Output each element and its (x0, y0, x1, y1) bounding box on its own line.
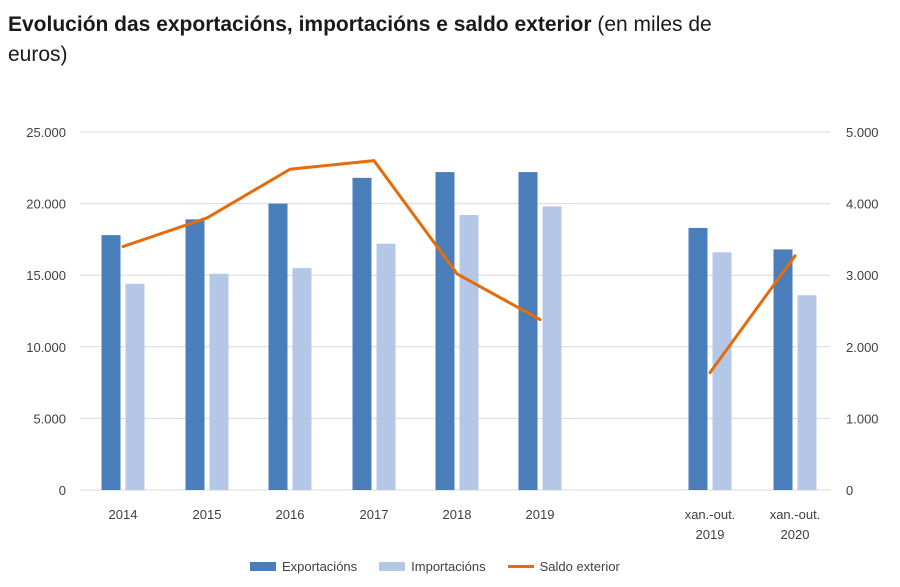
bar-exportacions (101, 235, 121, 490)
bar-importacions (459, 215, 479, 490)
legend-item-saldo: Saldo exterior (507, 558, 620, 574)
bar-exportacions (435, 172, 455, 490)
line-saldo-exterior (121, 159, 542, 322)
bar-exportacions (268, 203, 288, 490)
bar-importacions (376, 243, 396, 490)
y-left-tick-label: 25.000 (26, 125, 66, 140)
bar-importacions (712, 252, 732, 490)
y-right-tick-label: 1.000 (846, 411, 879, 426)
bar-importacions (209, 273, 229, 490)
y-left-tick-label: 20.000 (26, 197, 66, 212)
x-tick-label: 2016 (276, 507, 305, 522)
x-tick-label: 2014 (109, 507, 138, 522)
y-right-tick-label: 4.000 (846, 197, 879, 212)
bar-importacions (797, 295, 817, 490)
bar-exportacions (518, 172, 538, 490)
legend-label-saldo: Saldo exterior (539, 558, 620, 574)
legend-label-exportacions: Exportacións (282, 558, 358, 574)
y-left-tick-label: 15.000 (26, 268, 66, 283)
chart-title-main: Evolución das exportacións, importacións… (8, 13, 592, 36)
bar-exportacions (352, 177, 372, 490)
y-left-tick-label: 5.000 (33, 411, 66, 426)
y-right-tick-label: 2.000 (846, 340, 879, 355)
bar-importacions (292, 268, 312, 490)
bar-exportacions (773, 249, 793, 490)
x-tick-label: 2015 (193, 507, 222, 522)
bar-exportacions (688, 227, 708, 490)
bar-importacions (542, 206, 562, 491)
x-tick-label: 2018 (443, 507, 472, 522)
x-tick-label: xan.-out. (685, 507, 736, 522)
bar-exportacions (185, 219, 205, 491)
legend-swatch-exportacions (250, 561, 276, 571)
y-left-tick-label: 10.000 (26, 340, 66, 355)
bar-importacions (125, 283, 145, 490)
y-right-tick-label: 3.000 (846, 268, 879, 283)
legend-label-importacions: Importacións (411, 558, 486, 574)
x-tick-label: 2020 (781, 527, 810, 542)
legend-item-exportacions: Exportacións (250, 559, 357, 574)
legend-item-importacions: Importacións (379, 558, 486, 574)
x-tick-label: 2017 (360, 507, 389, 522)
x-tick-label: xan.-out. (770, 507, 821, 522)
y-left-tick-label: 0 (59, 483, 66, 498)
y-right-tick-label: 5.000 (846, 125, 879, 140)
chart-legend: Exportacións Importacións Saldo exterior (250, 555, 620, 577)
line-saldo-exterior (708, 254, 797, 375)
chart-title: Evolución das exportacións, importacións… (8, 10, 728, 70)
legend-swatch-importacions (379, 561, 406, 571)
x-tick-label: 2019 (526, 507, 555, 522)
y-right-tick-label: 0 (846, 483, 853, 498)
chart-title-unit: (en miles de euros) (8, 13, 712, 66)
x-tick-label: 2019 (696, 527, 725, 542)
legend-swatch-saldo (507, 564, 534, 568)
